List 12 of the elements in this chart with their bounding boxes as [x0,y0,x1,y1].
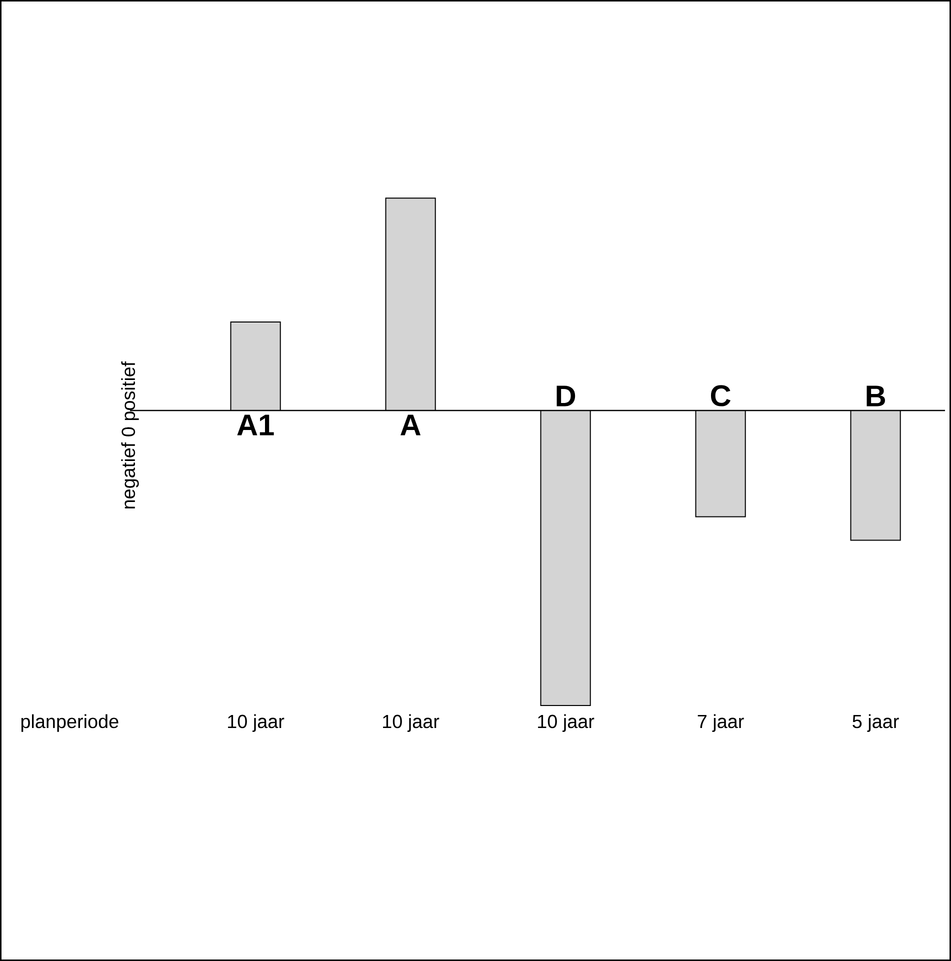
text: 5 jaar [852,714,899,732]
y-axis-title: negatief 0 positief [121,361,139,508]
x-tick-label: C [710,385,731,406]
x-tick-label: D [556,386,576,406]
text: 10 jaar [538,714,594,732]
text: 7 jaar [698,714,744,732]
text: 10 jaar [228,714,284,732]
text: 10 jaar [383,714,440,732]
x-tick-label: A1 [237,414,274,436]
x-tick-label: A [400,414,421,436]
x-tick-label: B [866,386,885,406]
text: planperiode [21,714,118,732]
